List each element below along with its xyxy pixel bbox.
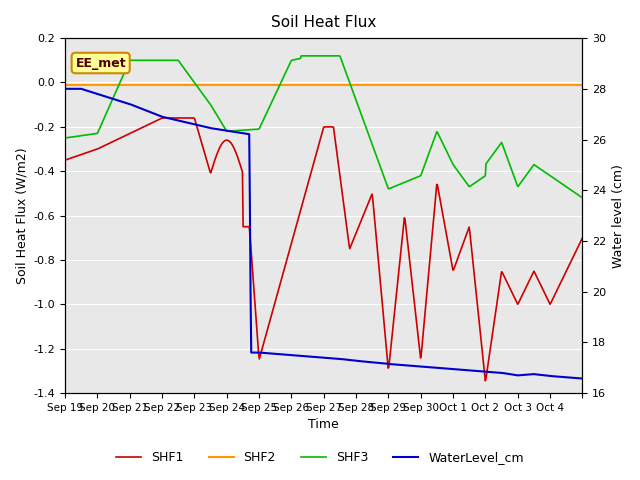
SHF1	[61, 157, 69, 163]
SHF2	[406, 82, 413, 87]
Line: SHF3: SHF3	[65, 56, 582, 198]
Legend: SHF1, SHF2, SHF3, WaterLevel_cm: SHF1, SHF2, SHF3, WaterLevel_cm	[111, 446, 529, 469]
SHF3	[61, 135, 69, 141]
SHF1	[158, 115, 166, 121]
WaterLevel_cm	[61, 86, 69, 92]
SHF2	[377, 82, 385, 87]
WaterLevel_cm	[122, 100, 129, 106]
X-axis label: Time: Time	[308, 419, 339, 432]
SHF3	[378, 167, 385, 173]
SHF3	[243, 127, 250, 133]
SHF3	[298, 53, 305, 59]
SHF3	[122, 66, 129, 72]
SHF1	[378, 291, 385, 297]
SHF2	[61, 82, 69, 87]
SHF1	[122, 132, 129, 138]
WaterLevel_cm	[579, 376, 586, 382]
SHF1	[406, 265, 414, 271]
SHF1	[263, 329, 271, 335]
Y-axis label: Water level (cm): Water level (cm)	[612, 164, 625, 267]
WaterLevel_cm	[262, 350, 270, 356]
WaterLevel_cm	[217, 127, 225, 132]
SHF1	[481, 378, 489, 384]
Text: EE_met: EE_met	[76, 57, 126, 70]
SHF3	[262, 111, 270, 117]
Y-axis label: Soil Heat Flux (W/m2): Soil Heat Flux (W/m2)	[15, 147, 28, 284]
WaterLevel_cm	[406, 363, 413, 369]
SHF3	[217, 119, 225, 124]
SHF2	[579, 82, 586, 87]
SHF2	[262, 82, 270, 87]
Line: WaterLevel_cm: WaterLevel_cm	[65, 89, 582, 379]
WaterLevel_cm	[243, 131, 250, 137]
Title: Soil Heat Flux: Soil Heat Flux	[271, 15, 376, 30]
WaterLevel_cm	[377, 360, 385, 366]
SHF2	[217, 82, 225, 87]
SHF1	[579, 235, 586, 240]
SHF1	[218, 142, 225, 147]
Line: SHF1: SHF1	[65, 118, 582, 381]
SHF3	[579, 195, 586, 201]
SHF2	[243, 82, 250, 87]
SHF1	[243, 224, 251, 229]
SHF2	[122, 82, 129, 87]
SHF3	[406, 177, 414, 183]
